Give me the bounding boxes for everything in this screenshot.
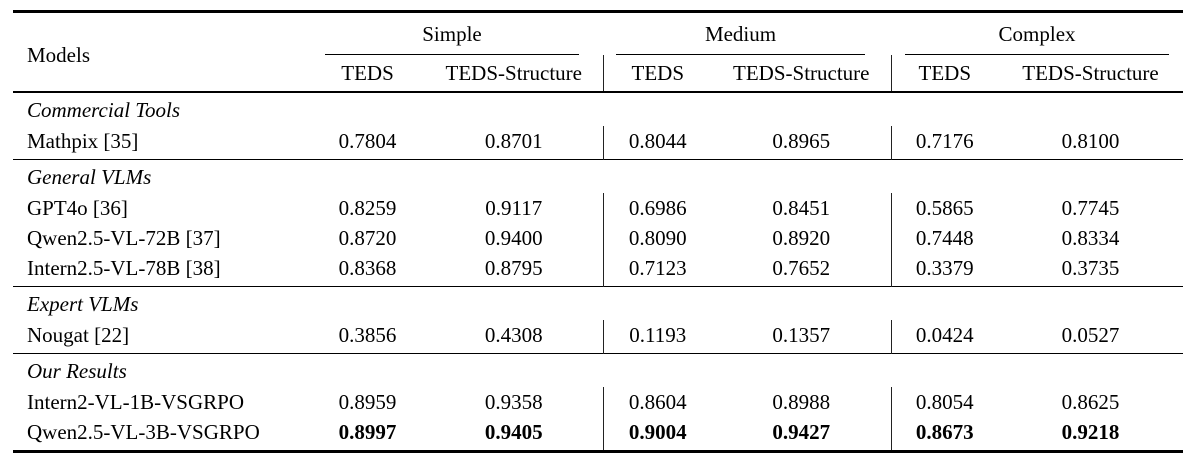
model-name: Intern2-VL-1B-VSGRPO bbox=[27, 390, 244, 414]
score-cell: 0.8988 bbox=[772, 390, 831, 414]
score-cell: 0.5865 bbox=[890, 193, 999, 223]
score-cell: 0.8259 bbox=[338, 196, 397, 220]
model-name: Qwen2.5-VL-3B-VSGRPO bbox=[27, 420, 260, 444]
section-label: Expert VLMs bbox=[13, 286, 1184, 320]
score-cell: 0.8604 bbox=[602, 387, 713, 417]
score-cell: 0.8965 bbox=[772, 129, 831, 153]
score-cell: 0.7123 bbox=[602, 253, 713, 287]
score-cell: 0.1357 bbox=[772, 323, 831, 347]
column-group-simple-label: Simple bbox=[325, 19, 580, 55]
score-cell: 0.3856 bbox=[338, 323, 397, 347]
score-cell: 0.4308 bbox=[484, 323, 543, 347]
score-cell: 0.8795 bbox=[484, 256, 543, 280]
model-name: Nougat [22] bbox=[27, 323, 130, 347]
score-cell: 0.7176 bbox=[890, 126, 999, 160]
score-cell: 0.9117 bbox=[485, 196, 543, 220]
score-cell: 0.3379 bbox=[890, 253, 999, 287]
table-row-mathpix: Mathpix [35] 0.7804 0.8701 0.8044 0.8965… bbox=[13, 126, 1183, 160]
score-cell: 0.8054 bbox=[890, 387, 999, 417]
table-group-header-row: Models Simple Medium Complex bbox=[13, 12, 1183, 67]
score-cell: 0.8368 bbox=[338, 256, 397, 280]
complex-teds-header: TEDS bbox=[890, 55, 999, 92]
model-name: GPT4o [36] bbox=[27, 196, 128, 220]
simple-teds-structure-header: TEDS-Structure bbox=[445, 61, 582, 85]
score-cell: 0.8625 bbox=[1061, 390, 1120, 414]
section-label: General VLMs bbox=[13, 159, 1184, 193]
table-row-intern25-vl-78b: Intern2.5-VL-78B [38] 0.8368 0.8795 0.71… bbox=[13, 253, 1183, 287]
column-group-complex-label: Complex bbox=[905, 19, 1170, 55]
score-cell: 0.8959 bbox=[338, 390, 397, 414]
section-row-expert-vlms: Expert VLMs bbox=[13, 286, 1184, 320]
results-table: Models Simple Medium Complex TEDS TEDS-S… bbox=[13, 10, 1184, 453]
score-cell: 0.9400 bbox=[484, 226, 543, 250]
score-cell: 0.7448 bbox=[890, 223, 999, 253]
column-group-medium-label: Medium bbox=[616, 19, 866, 55]
table-row-intern2-vl-1b-vsgrpo: Intern2-VL-1B-VSGRPO 0.8959 0.9358 0.860… bbox=[13, 387, 1183, 417]
score-cell: 0.8044 bbox=[602, 126, 713, 160]
table-row-nougat: Nougat [22] 0.3856 0.4308 0.1193 0.1357 … bbox=[13, 320, 1183, 354]
score-cell: 0.0424 bbox=[890, 320, 999, 354]
section-row-commercial-tools: Commercial Tools bbox=[13, 91, 1184, 126]
score-cell: 0.8997 bbox=[338, 420, 397, 444]
score-cell: 0.3735 bbox=[1061, 256, 1120, 280]
model-name: Mathpix [35] bbox=[27, 129, 139, 153]
score-cell: 0.8100 bbox=[1061, 129, 1120, 153]
score-cell: 0.8090 bbox=[602, 223, 713, 253]
section-row-general-vlms: General VLMs bbox=[13, 159, 1184, 193]
score-cell: 0.9004 bbox=[602, 417, 713, 452]
table-row-gpt4o: GPT4o [36] 0.8259 0.9117 0.6986 0.8451 0… bbox=[13, 193, 1183, 223]
score-cell: 0.0527 bbox=[1061, 323, 1120, 347]
complex-teds-structure-header: TEDS-Structure bbox=[1022, 61, 1159, 85]
score-cell: 0.9358 bbox=[484, 390, 543, 414]
score-cell: 0.8673 bbox=[890, 417, 999, 452]
score-cell: 0.9405 bbox=[484, 420, 543, 444]
simple-teds-header: TEDS bbox=[341, 61, 394, 85]
table-row-qwen25-vl-3b-vsgrpo: Qwen2.5-VL-3B-VSGRPO 0.8997 0.9405 0.900… bbox=[13, 417, 1183, 452]
model-name: Qwen2.5-VL-72B [37] bbox=[27, 226, 221, 250]
score-cell: 0.8720 bbox=[338, 226, 397, 250]
score-cell: 0.9218 bbox=[1061, 420, 1120, 444]
model-name: Intern2.5-VL-78B [38] bbox=[27, 256, 221, 280]
score-cell: 0.8334 bbox=[1061, 226, 1120, 250]
medium-teds-structure-header: TEDS-Structure bbox=[733, 61, 870, 85]
score-cell: 0.7652 bbox=[772, 256, 831, 280]
column-group-medium: Medium bbox=[603, 12, 891, 55]
score-cell: 0.8920 bbox=[772, 226, 831, 250]
score-cell: 0.7745 bbox=[1061, 196, 1120, 220]
column-group-simple: Simple bbox=[310, 12, 603, 55]
score-cell: 0.7804 bbox=[338, 129, 397, 153]
score-cell: 0.8701 bbox=[484, 129, 543, 153]
column-group-complex: Complex bbox=[891, 12, 1183, 55]
section-label: Our Results bbox=[13, 353, 1184, 387]
score-cell: 0.6986 bbox=[602, 193, 713, 223]
score-cell: 0.1193 bbox=[602, 320, 713, 354]
section-row-our-results: Our Results bbox=[13, 353, 1184, 387]
score-cell: 0.9427 bbox=[772, 420, 831, 444]
models-column-header: Models bbox=[27, 43, 90, 67]
section-label: Commercial Tools bbox=[13, 91, 1184, 126]
score-cell: 0.8451 bbox=[772, 196, 831, 220]
medium-teds-header: TEDS bbox=[602, 55, 713, 92]
table-subheader-row: TEDS TEDS-Structure TEDS TEDS-Structure … bbox=[13, 55, 1183, 92]
table-row-qwen25-vl-72b: Qwen2.5-VL-72B [37] 0.8720 0.9400 0.8090… bbox=[13, 223, 1183, 253]
